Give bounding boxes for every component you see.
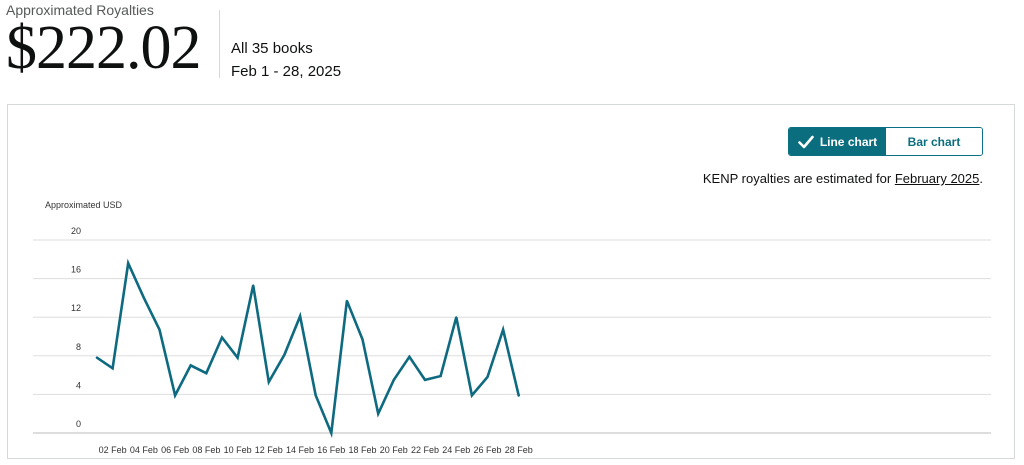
data-point <box>299 315 302 318</box>
x-tick-label: 14 Feb <box>286 445 314 455</box>
x-tick-label: 16 Feb <box>317 445 345 455</box>
bar-chart-label: Bar chart <box>907 134 961 149</box>
data-point <box>314 394 317 397</box>
y-tick-label: 20 <box>71 226 81 236</box>
y-tick-label: 0 <box>76 419 81 429</box>
data-point <box>455 316 458 319</box>
series-line <box>95 258 521 439</box>
data-point <box>142 296 145 299</box>
data-point <box>330 432 333 434</box>
data-point <box>283 353 286 356</box>
kenp-estimate-note: KENP royalties are estimated for Februar… <box>703 171 983 186</box>
data-point <box>439 375 442 378</box>
kenp-note-suffix: . <box>979 171 983 186</box>
data-point <box>517 394 520 397</box>
data-point <box>377 412 380 415</box>
x-tick-label: 08 Feb <box>192 445 220 455</box>
line-chart-label: Line chart <box>819 134 878 149</box>
kenp-note-text: KENP royalties are estimated for <box>702 171 895 186</box>
data-point <box>127 262 130 265</box>
x-tick-label: 04 Feb <box>130 445 158 455</box>
data-point <box>408 355 411 358</box>
y-axis-label: Approximated USD <box>45 200 123 210</box>
data-point <box>470 394 473 397</box>
data-point <box>502 328 505 331</box>
x-tick-label: 02 Feb <box>99 445 127 455</box>
x-tick-label: 28 Feb <box>505 445 533 455</box>
x-tick-label: 26 Feb <box>473 445 501 455</box>
data-point <box>424 378 427 381</box>
date-range-text: Feb 1 - 28, 2025 <box>231 63 342 80</box>
data-point <box>205 372 208 375</box>
x-tick-label: 22 Feb <box>411 445 439 455</box>
x-tick-label: 20 Feb <box>380 445 408 455</box>
data-point <box>158 328 161 331</box>
data-point <box>267 380 270 383</box>
data-point <box>345 299 348 302</box>
chart-type-toggle: Line chart Bar chart <box>788 127 983 156</box>
y-tick-label: 16 <box>71 265 81 275</box>
royalties-amount: $222.02 <box>6 14 201 82</box>
month-link[interactable]: February 2025 <box>894 171 980 186</box>
data-point <box>361 338 364 341</box>
x-tick-label: 06 Feb <box>161 445 189 455</box>
check-icon <box>798 135 814 148</box>
y-tick-label: 4 <box>76 380 81 390</box>
x-tick-label: 18 Feb <box>349 445 377 455</box>
y-tick-label: 8 <box>76 342 81 352</box>
data-point <box>96 356 98 359</box>
data-point <box>392 378 395 381</box>
chart-panel <box>7 104 1015 459</box>
x-tick-label: 10 Feb <box>224 445 252 455</box>
line-chart-button[interactable]: Line chart <box>789 128 886 155</box>
data-point <box>174 394 177 397</box>
data-point <box>486 376 489 379</box>
bar-chart-button[interactable]: Bar chart <box>886 128 982 155</box>
y-tick-label: 12 <box>71 303 81 313</box>
data-point <box>189 364 192 367</box>
x-tick-label: 12 Feb <box>255 445 283 455</box>
data-point <box>236 356 239 359</box>
data-point <box>111 367 114 370</box>
books-filter-text: All 35 books <box>231 40 313 57</box>
data-point <box>252 284 255 287</box>
header-divider <box>219 10 220 78</box>
data-point <box>220 336 223 339</box>
page-title: Approximated Royalties <box>6 2 154 18</box>
x-tick-label: 24 Feb <box>442 445 470 455</box>
